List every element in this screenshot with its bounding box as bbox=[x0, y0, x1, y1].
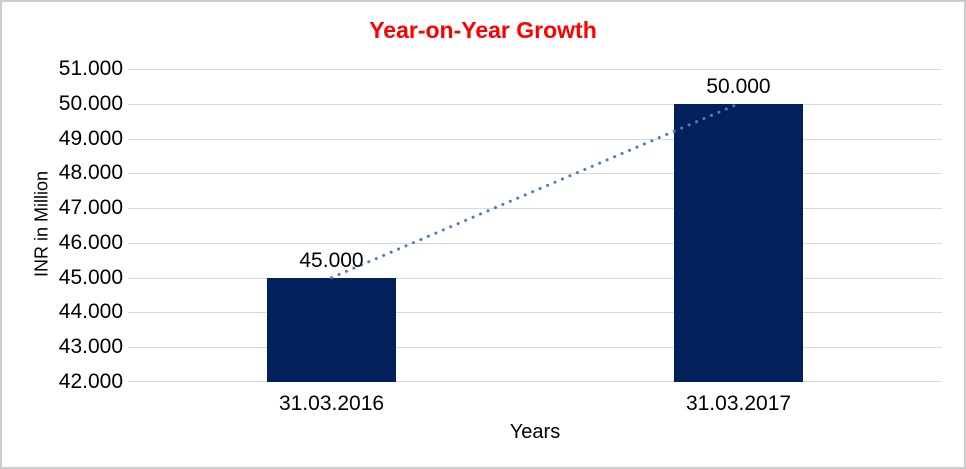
y-tick-label: 50.000 bbox=[58, 91, 123, 115]
y-tick-label: 45.000 bbox=[58, 265, 123, 289]
trendline bbox=[330, 102, 740, 280]
y-tick-label: 44.000 bbox=[58, 300, 123, 324]
y-tick-label: 46.000 bbox=[58, 230, 123, 254]
y-tick-label: 51.000 bbox=[58, 57, 123, 80]
x-tick-label: 31.03.2017 bbox=[685, 392, 792, 415]
gridline bbox=[128, 208, 942, 210]
y-tick-label: 43.000 bbox=[58, 335, 123, 359]
gridline bbox=[128, 69, 942, 70]
bar-31.03.2016 bbox=[267, 277, 396, 382]
gridline bbox=[128, 103, 942, 105]
y-tick-label: 42.000 bbox=[58, 370, 123, 393]
chart-title: Year-on-Year Growth bbox=[369, 17, 597, 43]
gridline bbox=[128, 312, 942, 314]
gridline bbox=[128, 381, 942, 382]
y-tick-label: 47.000 bbox=[58, 196, 123, 220]
x-tick-label: 31.03.2016 bbox=[278, 392, 385, 415]
y-tick-label: 49.000 bbox=[58, 126, 123, 150]
gridline bbox=[128, 277, 942, 279]
plot-area bbox=[128, 69, 942, 382]
y-tick-label: 48.000 bbox=[58, 161, 123, 185]
y-axis-title: INR in Million bbox=[31, 170, 52, 278]
x-axis-title: Years bbox=[509, 421, 561, 443]
gridline bbox=[128, 138, 942, 140]
gridline bbox=[128, 347, 942, 349]
gridline bbox=[128, 173, 942, 175]
bar-31.03.2017 bbox=[674, 103, 803, 382]
gridline bbox=[128, 242, 942, 244]
